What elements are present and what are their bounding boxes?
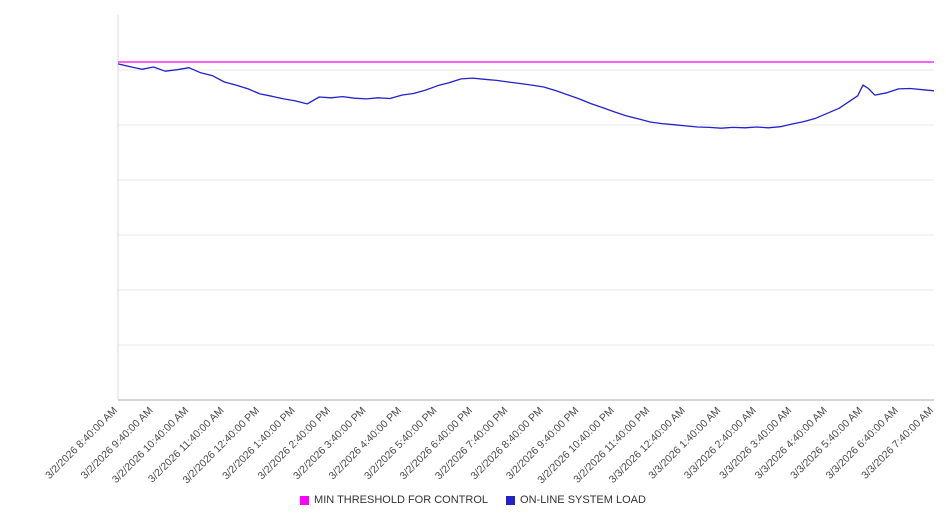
legend-item-system-load: ON-LINE SYSTEM LOAD [506, 494, 646, 506]
x-tick-label: 3/3/2026 7:40:00 AM [859, 405, 936, 482]
system-load-line [117, 63, 935, 129]
line-chart: 3/2/2026 8:40:00 AM3/2/2026 9:40:00 AM3/… [43, 15, 936, 486]
legend-swatch-min-threshold-icon [300, 495, 310, 505]
legend-swatch-system-load-icon [506, 495, 516, 505]
legend-label-system-load: ON-LINE SYSTEM LOAD [520, 494, 646, 506]
legend-item-min-threshold: MIN THRESHOLD FOR CONTROL [300, 494, 488, 506]
chart-legend: MIN THRESHOLD FOR CONTROL ON-LINE SYSTEM… [300, 494, 646, 506]
legend-label-min-threshold: MIN THRESHOLD FOR CONTROL [314, 494, 489, 506]
